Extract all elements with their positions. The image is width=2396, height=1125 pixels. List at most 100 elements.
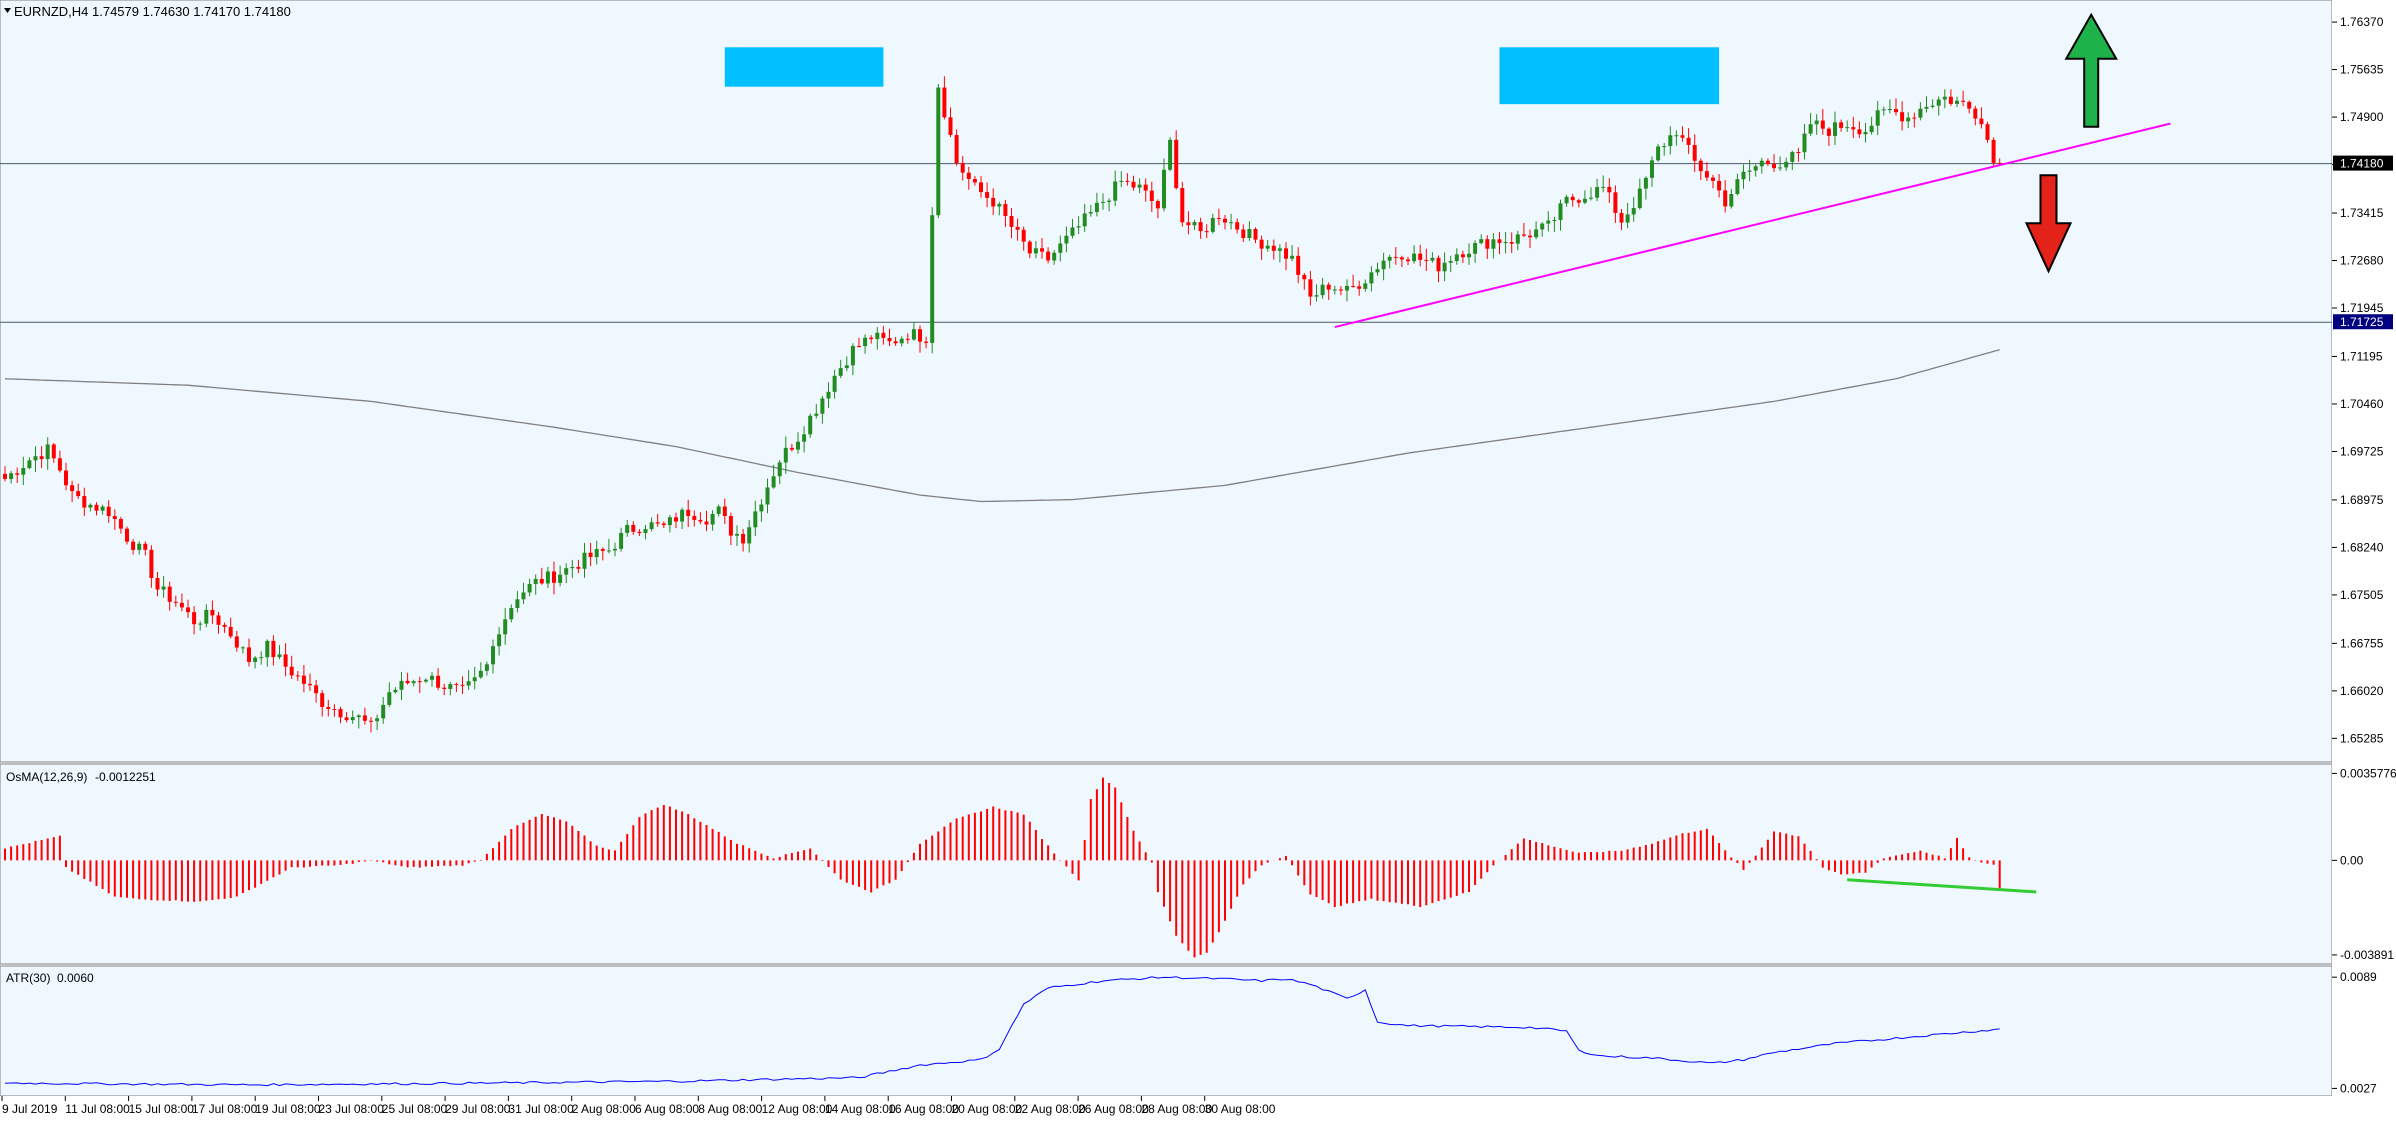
candle-body (600, 549, 605, 551)
candle-body (1955, 100, 1959, 104)
candle-body (1698, 160, 1703, 172)
atr-tick-label: 0.0089 (2340, 970, 2377, 984)
candle-body (1759, 160, 1764, 167)
price-tick-label: 1.71945 (2340, 301, 2384, 315)
candle-body (533, 578, 538, 584)
candle-body (1674, 135, 1679, 137)
candle-body (1845, 127, 1850, 129)
time-tick-label: 14 Aug 08:00 (825, 1102, 896, 1116)
candle-body (1753, 166, 1758, 171)
candle-body (320, 693, 325, 708)
time-tick-label: 30 Aug 08:00 (1205, 1102, 1276, 1116)
candle-body (39, 456, 44, 460)
candle-body (1790, 151, 1795, 162)
candle-body (1412, 253, 1417, 262)
candle-body (375, 718, 380, 722)
candle-body (88, 504, 93, 508)
candle-body (1643, 177, 1648, 189)
candle-body (1009, 216, 1014, 227)
candle-body (1491, 239, 1496, 249)
time-tick-label: 16 Aug 08:00 (888, 1102, 959, 1116)
time-tick-label: 9 Jul 2019 (2, 1102, 58, 1116)
candle-body (466, 681, 471, 686)
collapse-arrow-icon[interactable] (4, 8, 11, 13)
candle-body (1802, 133, 1807, 153)
candle-body (661, 523, 666, 526)
candle-body (1363, 283, 1368, 289)
candle-body (1229, 222, 1234, 224)
candle-body (1345, 285, 1349, 291)
candle-body (1485, 239, 1490, 249)
candle-body (966, 172, 971, 179)
candle-body (1064, 235, 1069, 244)
moving-average (4, 349, 2000, 503)
down-arrow-icon (2024, 174, 2073, 274)
candle-body (1338, 289, 1343, 291)
candle-body (222, 624, 227, 627)
candle-body (972, 178, 977, 183)
candle-body (381, 704, 386, 719)
candle-body (1265, 245, 1270, 249)
candle-body (1741, 171, 1746, 180)
candle-body (405, 680, 410, 684)
candle-body (1765, 160, 1770, 164)
candle-body (1467, 253, 1471, 258)
candle-body (1198, 222, 1203, 232)
candle-body (131, 541, 136, 550)
candle-body (338, 709, 343, 718)
candle-body (1107, 200, 1112, 202)
atr-tick-label: 0.0027 (2340, 1081, 2377, 1095)
candle-body (735, 533, 739, 536)
atr-pane-background (0, 965, 2333, 1097)
candle-body (1778, 167, 1783, 169)
candle-body (1582, 198, 1587, 203)
candle-body (64, 470, 68, 486)
candle-body (186, 607, 190, 613)
candle-body (637, 531, 642, 534)
candle-body (356, 715, 361, 718)
candle-body (1302, 274, 1307, 280)
candle-body (1424, 259, 1429, 261)
candle-body (1912, 117, 1917, 119)
candle-body (411, 681, 416, 684)
candle-body (1149, 190, 1154, 202)
candle-body (1375, 269, 1380, 273)
candle-body (1820, 120, 1825, 129)
candle-body (655, 522, 660, 524)
candle-body (576, 566, 581, 569)
support-price-tag (2333, 314, 2393, 330)
candle-body (857, 346, 861, 348)
resistance-zones (724, 47, 1720, 105)
candle-body (924, 341, 929, 343)
candle-body (552, 571, 556, 583)
candle-body (1729, 194, 1734, 207)
candle-body (936, 87, 941, 216)
candle-body (1125, 180, 1130, 182)
atr-title: ATR(30) (6, 971, 50, 985)
candle-body (210, 609, 215, 616)
candle-body (1168, 139, 1173, 170)
candle-body (33, 456, 38, 461)
time-tick-label: 15 Jul 08:00 (129, 1102, 195, 1116)
atr-value: 0.0060 (57, 971, 94, 985)
candle-body (472, 677, 477, 682)
candle-body (789, 447, 794, 450)
symbol-title: EURNZD,H4 (14, 4, 88, 19)
candle-body (985, 192, 990, 198)
candle-body (198, 623, 203, 625)
candle-body (722, 506, 727, 517)
time-tick-label: 12 Aug 08:00 (762, 1102, 833, 1116)
candle-body (1717, 180, 1722, 191)
osma-tick-label: -0.003891 (2340, 948, 2394, 962)
candle-body (832, 375, 837, 392)
candle-body (1430, 257, 1435, 261)
price-tick-label: 1.68240 (2340, 540, 2384, 554)
candle-body (1314, 295, 1319, 297)
candle-body (3, 473, 7, 480)
candle-body (844, 365, 849, 369)
candle-body (863, 337, 868, 347)
candle-body (1814, 120, 1819, 125)
candle-body (954, 135, 959, 164)
candle-body (759, 504, 764, 512)
